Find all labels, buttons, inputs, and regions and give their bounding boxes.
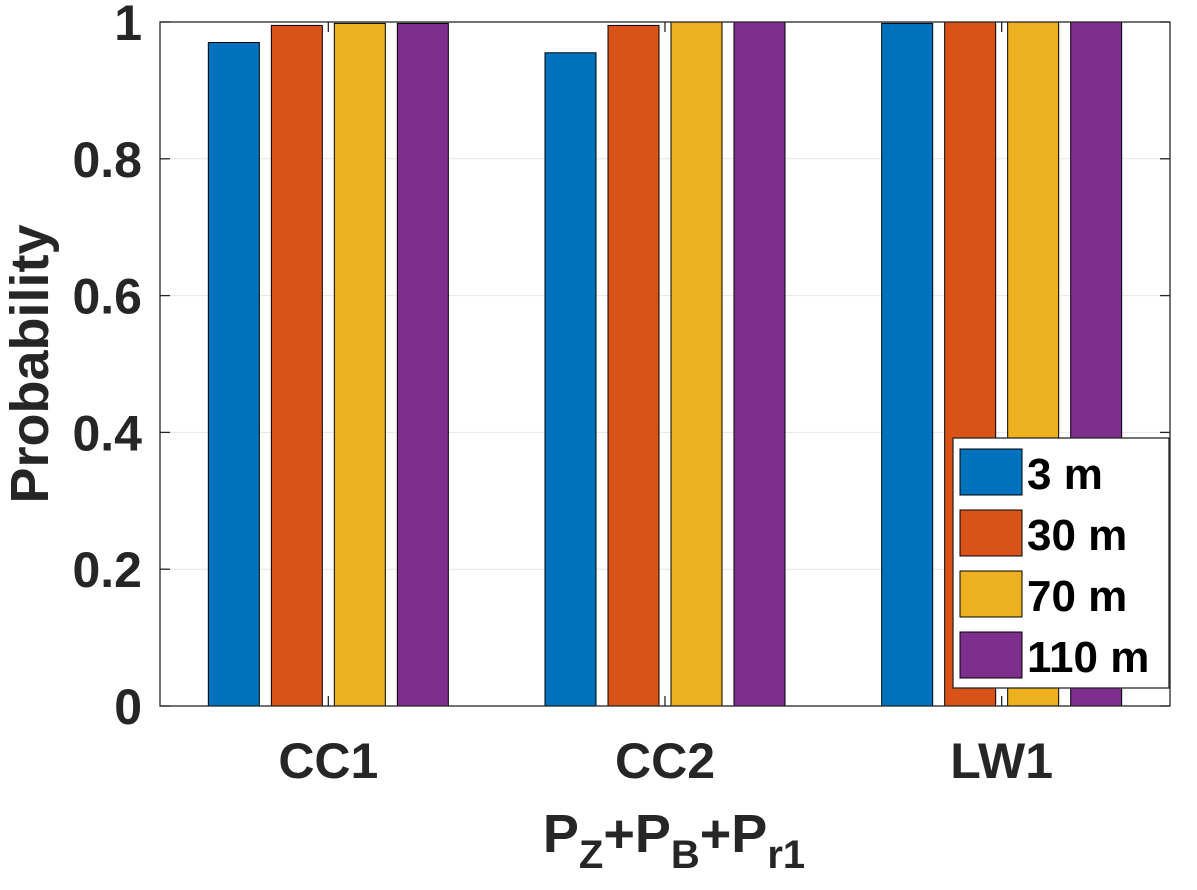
legend-label: 70 m xyxy=(1027,572,1127,621)
bar-cc2-30m xyxy=(607,24,660,707)
y-tick-label: 0.2 xyxy=(72,542,142,598)
y-axis-ticks: 0 0.2 0.4 0.6 0.8 1 xyxy=(72,0,1170,735)
x-label-sub-2: B xyxy=(671,833,700,877)
y-tick-label: 0 xyxy=(114,679,142,735)
legend-label: 30 m xyxy=(1027,511,1127,560)
x-label-sub-1: Z xyxy=(579,833,603,877)
x-label-part-3: +P xyxy=(700,804,768,864)
x-label-sub-3: r1 xyxy=(767,833,805,877)
bar-lw1-3m xyxy=(881,22,934,707)
legend-label: 110 m xyxy=(1027,633,1149,682)
x-label-part-1: P xyxy=(543,804,579,864)
y-tick-label: 0.4 xyxy=(72,405,142,461)
bar-cc2-110m xyxy=(733,21,786,707)
y-tick-label: 0.8 xyxy=(72,132,142,188)
legend-swatch xyxy=(959,631,1023,679)
bar-cc2-3m xyxy=(544,52,597,707)
legend-swatch xyxy=(959,570,1023,618)
x-tick-label: CC1 xyxy=(278,733,378,789)
bar-cc1-3m xyxy=(207,42,260,707)
legend-label: 3 m xyxy=(1027,450,1103,499)
bar-cc2-70m xyxy=(670,21,723,707)
x-tick-label: LW1 xyxy=(950,733,1053,789)
x-axis-ticks: CC1 CC2 LW1 xyxy=(278,22,1053,789)
legend-swatch xyxy=(959,448,1023,496)
y-axis-label: Probability xyxy=(0,224,60,503)
y-tick-label: 0.6 xyxy=(72,269,142,325)
x-label-part-2: +P xyxy=(603,804,671,864)
bar-cc1-70m xyxy=(333,22,386,707)
bar-cc1-110m xyxy=(396,22,449,707)
x-axis-label: PZ+PB+Pr1 xyxy=(543,804,805,877)
y-tick-label: 1 xyxy=(114,0,142,51)
x-tick-label: CC2 xyxy=(615,733,715,789)
legend-swatch xyxy=(959,509,1023,557)
legend: 3 m 30 m 70 m 110 m xyxy=(952,437,1170,689)
bar-cc1-30m xyxy=(270,24,323,707)
